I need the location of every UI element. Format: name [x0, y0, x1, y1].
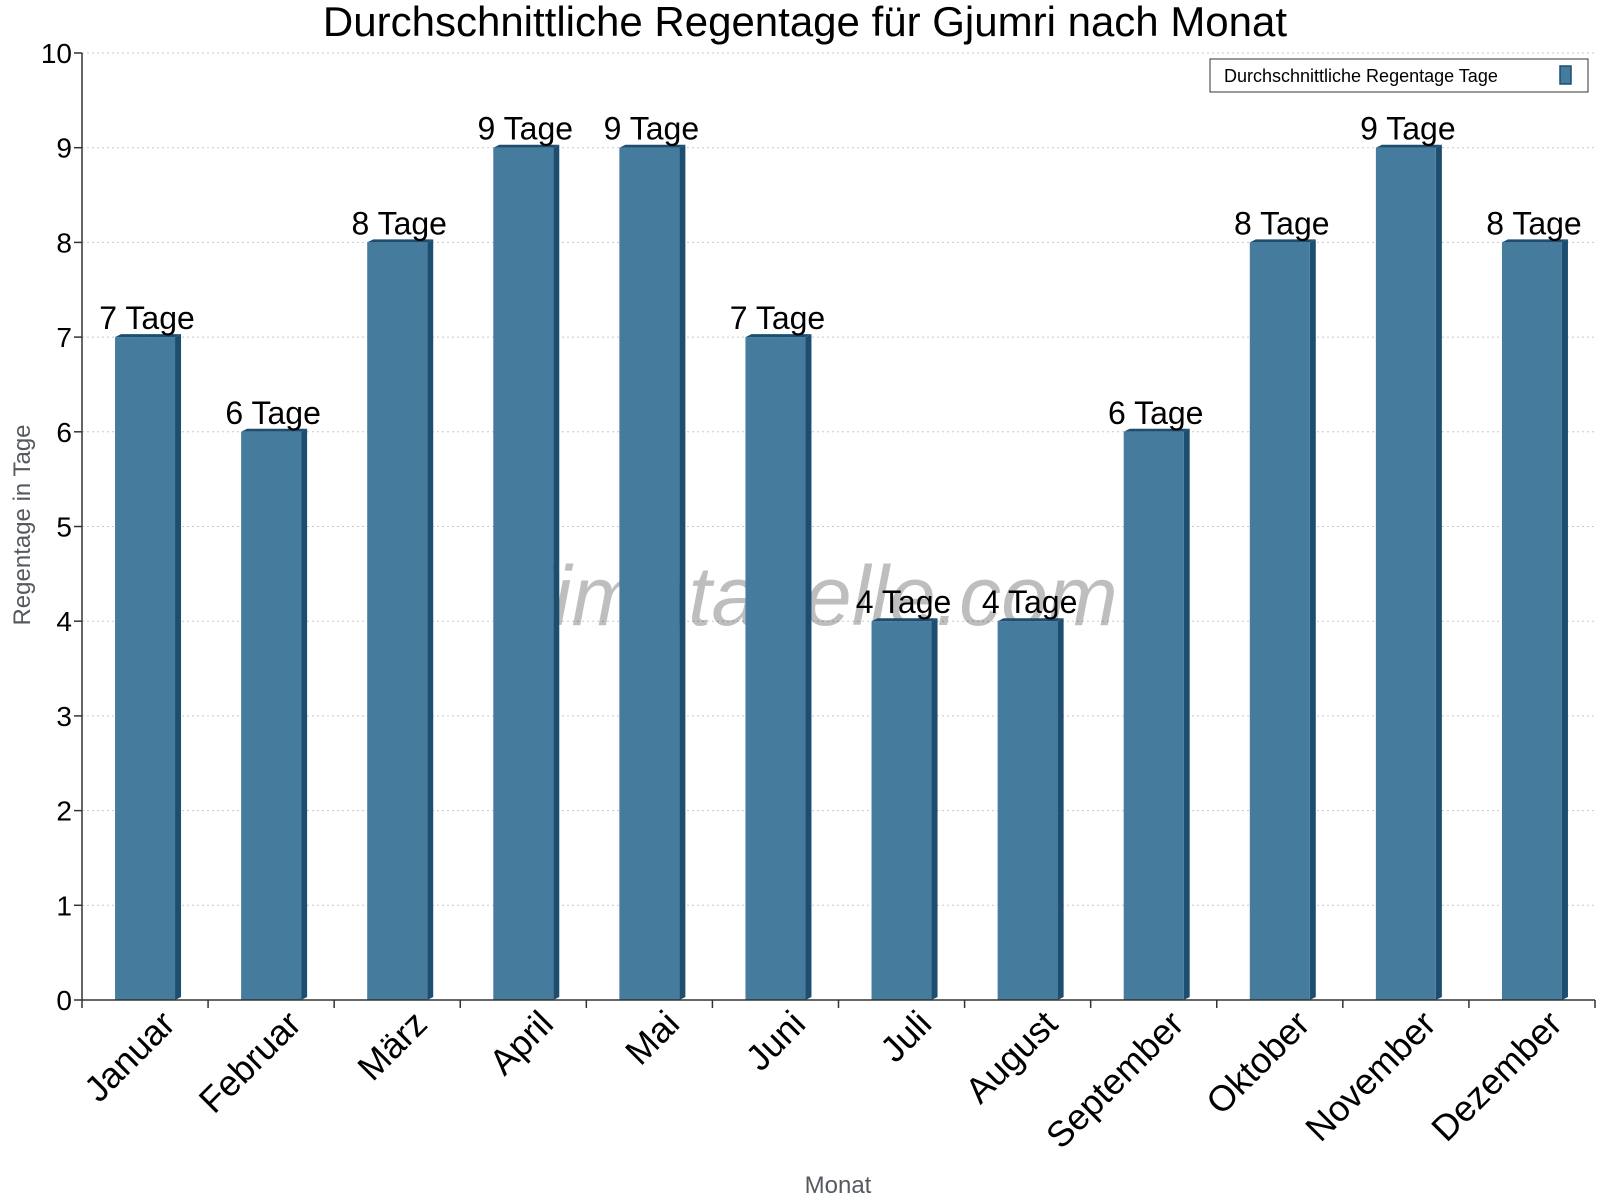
- bar-side: [553, 144, 560, 1000]
- y-tick-label: 2: [56, 796, 72, 827]
- bar-august: [997, 621, 1058, 1000]
- bar-side: [427, 239, 434, 1000]
- data-label: 8 Tage: [1486, 205, 1582, 241]
- y-tick-label: 5: [56, 512, 72, 543]
- y-tick-label: 10: [41, 38, 72, 69]
- y-tick-label: 3: [56, 701, 72, 732]
- bar-side: [1435, 144, 1442, 1000]
- data-label: 7 Tage: [99, 300, 195, 336]
- bar-mai: [619, 147, 680, 1000]
- legend-label: Durchschnittliche Regentage Tage: [1224, 66, 1498, 86]
- legend: Durchschnittliche Regentage Tage: [1209, 58, 1589, 93]
- y-axis-title: Regentage in Tage: [9, 424, 36, 625]
- legend-swatch: [1559, 65, 1572, 85]
- bar-top: [1123, 428, 1190, 432]
- x-tick-label: September: [1038, 1003, 1192, 1157]
- data-label: 9 Tage: [1360, 111, 1456, 147]
- x-tick-label: März: [349, 1003, 435, 1089]
- x-axis-title: Monat: [805, 1172, 872, 1199]
- bar-januar: [115, 337, 176, 1001]
- x-tick-label: Januar: [76, 1003, 183, 1110]
- bar-april: [493, 147, 554, 1000]
- x-tick-label: Mai: [617, 1003, 687, 1073]
- chart-title: Durchschnittliche Regentage für Gjumri n…: [323, 0, 1287, 45]
- bar-side: [1561, 239, 1568, 1000]
- x-tick-label: Oktober: [1198, 1003, 1318, 1123]
- x-tick-label: November: [1297, 1003, 1443, 1149]
- bar-juli: [871, 621, 932, 1000]
- data-label: 6 Tage: [225, 395, 321, 431]
- bar-side: [301, 428, 308, 1000]
- data-label: 4 Tage: [982, 584, 1078, 620]
- y-tick-label: 4: [56, 606, 72, 637]
- x-tick-label: August: [957, 1003, 1065, 1111]
- bar-november: [1375, 147, 1436, 1000]
- legend-box: [1209, 58, 1589, 93]
- x-tick-label: Juni: [737, 1003, 813, 1079]
- bar-februar: [241, 431, 302, 1000]
- data-label: 4 Tage: [856, 584, 952, 620]
- bar-top: [1501, 239, 1568, 243]
- data-label: 8 Tage: [1234, 205, 1330, 241]
- bar-side: [1057, 618, 1064, 1000]
- bar-oktober: [1249, 242, 1310, 1000]
- data-label: 8 Tage: [351, 205, 447, 241]
- x-tick-label: Februar: [191, 1003, 309, 1121]
- y-tick-label: 6: [56, 417, 72, 448]
- data-label: 7 Tage: [730, 300, 826, 336]
- bar-top: [241, 428, 308, 432]
- bar-top: [1249, 239, 1316, 243]
- bar-side: [679, 144, 686, 1000]
- bar-side: [1309, 239, 1316, 1000]
- data-label: 6 Tage: [1108, 395, 1204, 431]
- y-tick-label: 0: [56, 985, 72, 1016]
- bar-top: [115, 334, 182, 338]
- bar-top: [745, 334, 812, 338]
- bar-side: [1183, 428, 1190, 1000]
- bar-side: [175, 334, 182, 1001]
- bar-top: [1375, 144, 1442, 148]
- gridlines: [82, 52, 1595, 906]
- bar-top: [871, 618, 938, 622]
- x-tick-label: Juli: [872, 1003, 939, 1070]
- data-labels: 7 Tage 6 Tage 8 Tage 9 Tage 9 Tage 7 Tage 4 Ta…: [99, 111, 1581, 621]
- x-tick-label: April: [481, 1003, 561, 1083]
- bar-top: [493, 144, 560, 148]
- bar-september: [1123, 431, 1184, 1000]
- bar-dezember: [1501, 242, 1562, 1000]
- y-tick-label: 8: [56, 227, 72, 258]
- y-tick-label: 7: [56, 322, 72, 353]
- x-tick-label: Dezember: [1423, 1003, 1569, 1149]
- y-tick-label: 9: [56, 133, 72, 164]
- bars: [115, 144, 1568, 1001]
- bar-side: [805, 334, 812, 1001]
- data-label: 9 Tage: [478, 111, 574, 147]
- bar-top: [619, 144, 686, 148]
- bar-top: [367, 239, 434, 243]
- y-tick-label: 1: [56, 890, 72, 921]
- bar-top: [997, 618, 1064, 622]
- bar-side: [931, 618, 938, 1000]
- bar-märz: [367, 242, 428, 1000]
- bar-juni: [745, 337, 806, 1001]
- data-label: 9 Tage: [604, 111, 700, 147]
